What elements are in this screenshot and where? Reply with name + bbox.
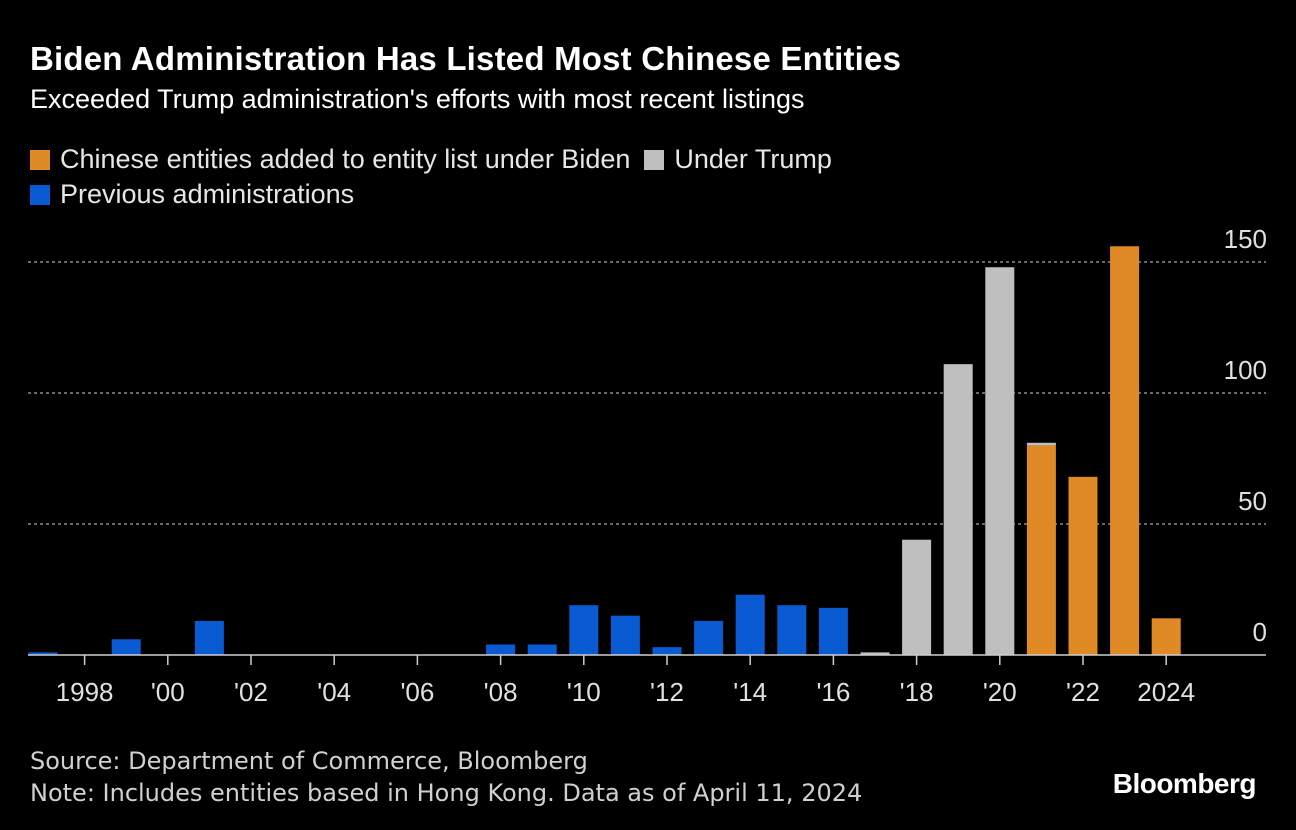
bar-2023 [1110, 246, 1140, 655]
bar-2009 [527, 644, 557, 655]
legend-item-biden: Chinese entities added to entity list un… [30, 144, 630, 175]
footer: Source: Department of Commerce, Bloomber… [30, 745, 862, 809]
y-tick-label-150: 150 [1224, 224, 1267, 254]
y-tick-label-50: 50 [1238, 486, 1267, 516]
legend-item-trump: Under Trump [644, 144, 832, 175]
x-tick-label-2018: '18 [900, 677, 934, 707]
y-tick-label-0: 0 [1253, 617, 1267, 647]
bar-2001 [194, 620, 224, 655]
chart-title: Biden Administration Has Listed Most Chi… [30, 40, 902, 77]
bar-2015 [777, 605, 807, 655]
bar-2018 [902, 539, 932, 655]
bar-2011 [610, 615, 640, 655]
bar-1997 [28, 652, 58, 655]
bar-2010 [569, 605, 599, 655]
x-tick-label-2016: '16 [816, 677, 850, 707]
source-note: Source: Department of Commerce, Bloomber… [30, 747, 588, 775]
x-tick-label-2008: '08 [484, 677, 518, 707]
legend-item-previous: Previous administrations [30, 179, 354, 210]
bar-2021-trump [1026, 442, 1056, 446]
x-tick-label-2012: '12 [650, 677, 684, 707]
legend-swatch-biden [30, 149, 50, 170]
legend-label-previous: Previous administrations [60, 179, 355, 209]
bar-2020 [985, 267, 1015, 655]
y-tick-label-100: 100 [1224, 355, 1267, 385]
bar-1999 [111, 639, 141, 655]
x-tick-label-1998: 1998 [56, 677, 114, 707]
x-tick-label-2022: '22 [1066, 677, 1100, 707]
bar-2008 [486, 644, 516, 655]
x-tick-label-2014: '14 [733, 677, 767, 707]
bar-2012 [652, 647, 682, 655]
x-axis-labels: 1998 '00 '02 '04 '06 '08 '10 '12 '14 '16 '18 '20 '22… [56, 677, 1195, 707]
x-tick-label-2010: '10 [567, 677, 601, 707]
bar-2022 [1068, 476, 1098, 655]
x-tick-label-2002: '02 [234, 677, 268, 707]
bar-2014 [735, 594, 765, 655]
legend-swatch-previous [30, 184, 50, 205]
bar-2017 [860, 652, 890, 655]
data-note: Note: Includes entities based in Hong Ko… [30, 779, 863, 807]
legend-label-trump: Under Trump [674, 144, 832, 174]
x-tick-label-2000: '00 [151, 677, 185, 707]
legend-row-1: Chinese entities added to entity list un… [30, 142, 1130, 177]
bar-2024 [1151, 618, 1181, 655]
x-tick-label-2020: '20 [983, 677, 1017, 707]
legend-swatch-trump [644, 149, 665, 170]
legend: Chinese entities added to entity list un… [30, 142, 1130, 212]
bar-2016 [818, 607, 848, 655]
legend-label-biden: Chinese entities added to entity list un… [60, 144, 631, 174]
bar-2013 [694, 620, 724, 655]
x-tick-label-2004: '04 [317, 677, 351, 707]
legend-row-2: Previous administrations [30, 177, 1130, 212]
x-tick-label-2024: 2024 [1137, 677, 1195, 707]
chart-subtitle: Exceeded Trump administration's efforts … [30, 84, 805, 114]
bar-2021-biden [1026, 445, 1056, 655]
bars [28, 246, 1181, 655]
x-tick-label-2006: '06 [400, 677, 434, 707]
bloomberg-logo: Bloomberg [1112, 768, 1257, 799]
y-axis-labels: 0 50 100 150 [1224, 224, 1267, 647]
x-axis [28, 654, 1266, 665]
gridlines [28, 261, 1266, 525]
bar-2019 [943, 364, 973, 655]
